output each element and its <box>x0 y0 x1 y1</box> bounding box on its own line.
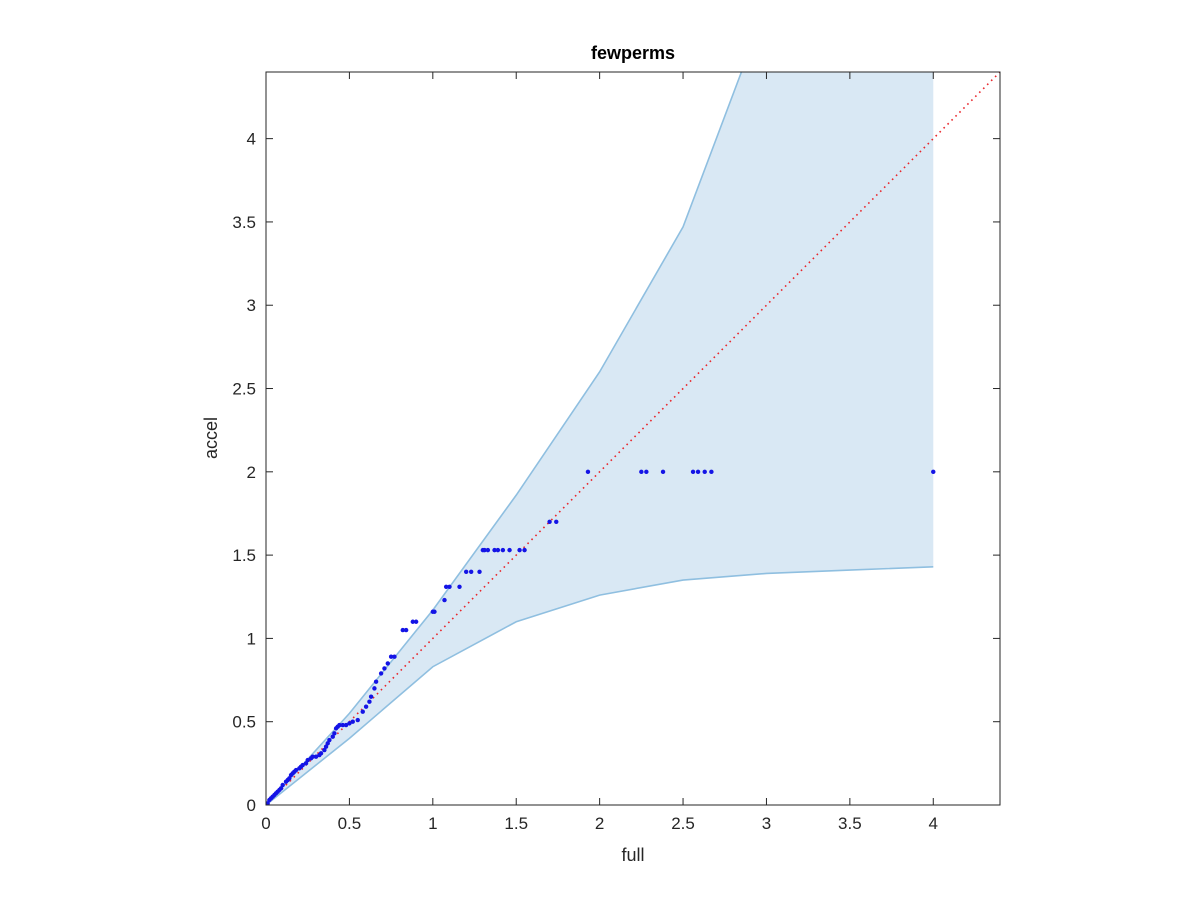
data-point <box>447 584 452 589</box>
data-point <box>517 547 522 553</box>
data-point <box>385 661 390 666</box>
data-point <box>463 569 469 574</box>
data-point <box>327 737 332 743</box>
data-point <box>660 469 666 475</box>
data-point <box>367 699 372 704</box>
data-point <box>507 547 512 553</box>
data-point <box>343 722 349 728</box>
data-point <box>485 547 491 553</box>
data-point <box>432 609 437 614</box>
data-point <box>280 782 285 788</box>
y-tick-label: 4 <box>247 130 256 149</box>
plot-area <box>266 72 1000 805</box>
data-point <box>322 747 327 753</box>
data-point <box>554 519 559 524</box>
data-point <box>330 734 335 739</box>
data-point <box>360 709 365 714</box>
y-tick-label: 3.5 <box>232 213 256 232</box>
data-point <box>477 569 482 574</box>
data-point <box>368 694 374 699</box>
data-point <box>332 731 337 736</box>
data-point <box>468 569 474 574</box>
data-point <box>305 757 310 763</box>
data-point <box>350 719 355 724</box>
y-tick-label: 1.5 <box>232 546 256 565</box>
data-point <box>287 776 292 781</box>
x-tick-label: 3 <box>762 814 771 833</box>
data-point <box>482 547 487 553</box>
data-point <box>310 754 315 759</box>
data-point <box>313 754 319 759</box>
confidence-band <box>266 72 934 805</box>
x-tick-label: 3.5 <box>838 814 862 833</box>
x-tick-label: 1.5 <box>504 814 528 833</box>
x-tick-label: 0.5 <box>338 814 362 833</box>
data-point <box>639 469 644 475</box>
x-tick-label: 4 <box>929 814 938 833</box>
data-point <box>382 666 387 671</box>
data-point <box>644 469 649 475</box>
axis-ticks: 0 0.5 1 1.5 2 2.5 3 3.5 4 0 0.5 1 1.5 2 2.5 3 3.5 4 <box>232 72 1000 833</box>
data-point <box>457 584 462 589</box>
data-point <box>278 786 284 791</box>
y-tick-label: 2 <box>247 463 256 482</box>
data-point <box>323 744 329 749</box>
data-point <box>318 751 324 756</box>
chart-title: fewperms <box>591 43 675 63</box>
data-point <box>400 627 405 633</box>
data-point <box>325 741 330 746</box>
data-point <box>293 767 299 773</box>
y-axis-label: accel <box>201 417 221 459</box>
data-point <box>413 619 419 624</box>
data-point <box>403 627 409 633</box>
data-point <box>378 671 384 676</box>
data-point <box>443 584 449 589</box>
data-point <box>709 469 714 475</box>
x-tick-label: 2 <box>595 814 604 833</box>
data-point <box>372 686 377 691</box>
data-point <box>300 762 305 768</box>
data-point <box>340 722 345 728</box>
data-point <box>695 469 701 475</box>
x-tick-label: 1 <box>428 814 437 833</box>
data-point <box>303 761 309 766</box>
data-point <box>442 597 447 603</box>
data-point <box>355 717 360 723</box>
data-point <box>388 654 394 659</box>
y-tick-label: 1 <box>247 629 256 648</box>
x-axis-label: full <box>621 845 644 865</box>
y-tick-label: 3 <box>247 296 256 315</box>
data-point <box>585 469 591 475</box>
band-lower-edge <box>266 565 934 805</box>
x-tick-label: 0 <box>261 814 270 833</box>
data-point <box>347 721 352 726</box>
data-point <box>373 679 379 684</box>
x-tick-label: 2.5 <box>671 814 695 833</box>
data-point <box>410 619 415 624</box>
axes-box <box>265 71 1001 806</box>
y-tick-label: 0.5 <box>232 713 256 732</box>
data-point <box>931 469 936 475</box>
data-point <box>500 547 506 553</box>
y-tick-label: 2.5 <box>232 380 256 399</box>
data-point <box>547 519 552 524</box>
data-point <box>522 547 527 553</box>
data-point <box>392 654 397 659</box>
data-point <box>492 547 497 553</box>
data-point <box>702 469 707 475</box>
data-point <box>337 722 342 728</box>
data-point <box>690 469 696 475</box>
band-upper-edge <box>266 72 743 805</box>
y-tick-label: 0 <box>247 796 256 815</box>
data-point <box>495 547 501 553</box>
data-point <box>363 704 369 709</box>
